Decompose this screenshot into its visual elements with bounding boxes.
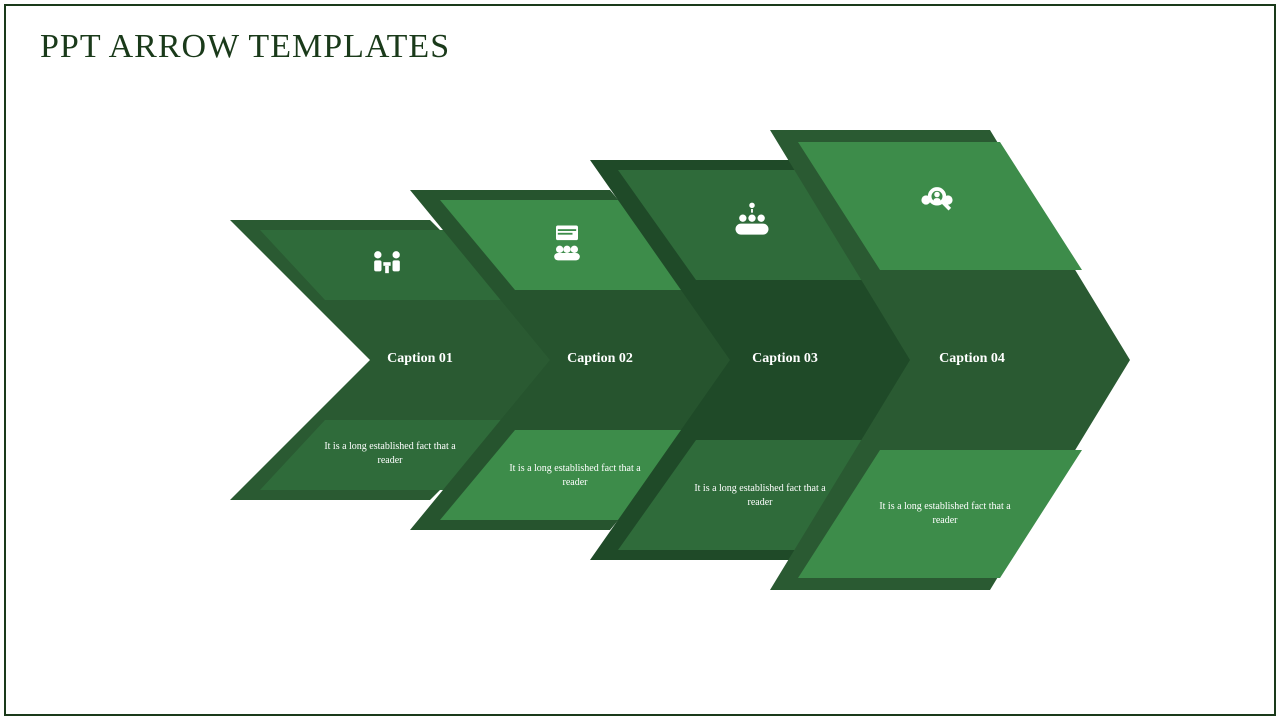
caption-4: Caption 04 <box>902 351 1042 367</box>
arrow-diagram: Caption 01 It is a long established fact… <box>230 100 1190 620</box>
search-team-icon <box>915 178 959 222</box>
desc-4: It is a long established fact that a rea… <box>870 500 1020 527</box>
chevron-step-4: Caption 04 It is a long established fact… <box>770 130 1130 590</box>
team-icon <box>730 198 774 242</box>
meeting-icon <box>365 242 409 286</box>
slide-title: PPT ARROW TEMPLATES <box>40 28 450 66</box>
presentation-icon <box>545 220 589 264</box>
